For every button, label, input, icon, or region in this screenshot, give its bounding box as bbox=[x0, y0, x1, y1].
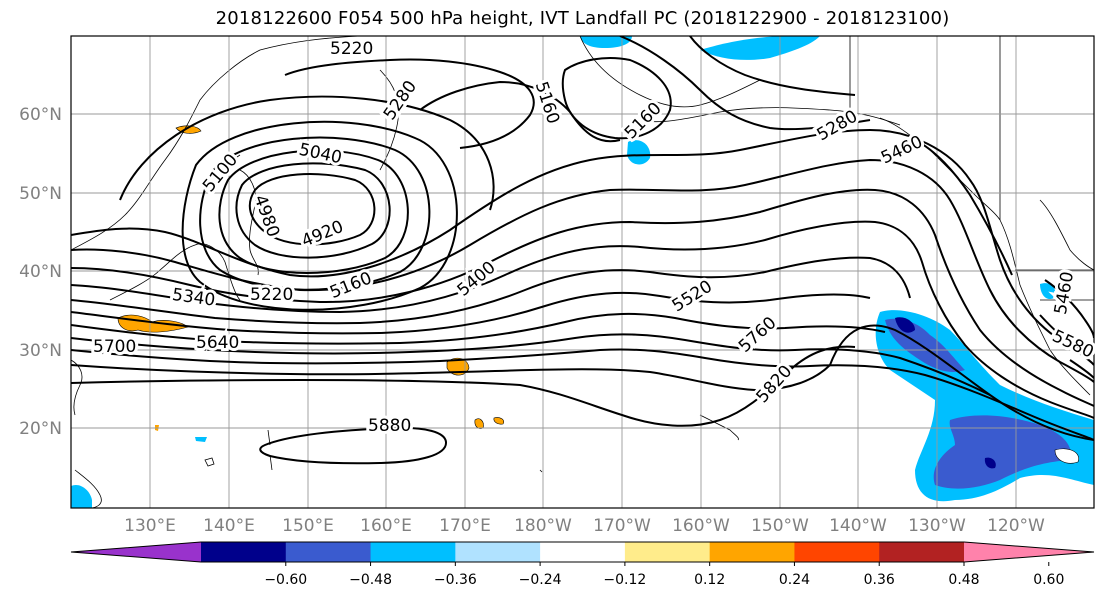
colorbar-extend-high bbox=[964, 542, 1094, 562]
lon-label: 140°E bbox=[203, 516, 255, 536]
lat-label: 50°N bbox=[19, 184, 62, 204]
contour-label: 5700 bbox=[93, 337, 136, 357]
lon-label: 160°E bbox=[360, 516, 412, 536]
lon-label: 180°W bbox=[514, 516, 572, 536]
colorbar-tick-label: −0.48 bbox=[349, 572, 392, 588]
colorbar-bin bbox=[540, 542, 626, 562]
colorbar: −0.60 −0.48 −0.36 −0.24 −0.12 0.12 0.24 0.36 0.4… bbox=[70, 541, 1095, 588]
lon-label: 120°W bbox=[987, 516, 1045, 536]
colorbar-extend-low bbox=[71, 542, 201, 562]
lat-label: 40°N bbox=[19, 262, 62, 282]
colorbar-bin bbox=[370, 542, 456, 562]
lon-label: 170°E bbox=[439, 516, 491, 536]
colorbar-tick-label: 0.36 bbox=[864, 572, 895, 588]
height-contours bbox=[71, 36, 1094, 465]
colorbar-tick-label: −0.24 bbox=[519, 572, 562, 588]
map-title: 2018122600 F054 500 hPa height, IVT Land… bbox=[215, 8, 950, 29]
map-frame bbox=[70, 35, 1095, 509]
map-background bbox=[71, 36, 1094, 508]
lon-label: 160°W bbox=[672, 516, 730, 536]
contour-label: 5220 bbox=[250, 285, 293, 305]
lon-label: 150°E bbox=[282, 516, 334, 536]
colorbar-tick-label: −0.36 bbox=[434, 572, 477, 588]
lon-label: 130°E bbox=[124, 516, 176, 536]
lon-label: 140°W bbox=[829, 516, 887, 536]
contour-label: 5220 bbox=[330, 39, 373, 59]
gridlines bbox=[71, 36, 1094, 508]
colorbar-outline bbox=[70, 541, 1095, 563]
lat-label: 60°N bbox=[19, 105, 62, 125]
colorbar-bin bbox=[201, 542, 287, 562]
colorbar-bin bbox=[455, 542, 541, 562]
lat-label: 30°N bbox=[19, 341, 62, 361]
colorbar-bin bbox=[879, 542, 965, 562]
colorbar-tick-label: 0.12 bbox=[694, 572, 725, 588]
colorbar-bin bbox=[285, 542, 372, 562]
longitude-labels: 130°E 140°E 150°E 160°E 170°E 180°W 170°… bbox=[124, 516, 1045, 536]
colorbar-tick-label: 0.60 bbox=[1033, 572, 1064, 588]
colorbar-tick-label: −0.12 bbox=[603, 572, 646, 588]
colorbar-tick-label: −0.60 bbox=[264, 572, 307, 588]
colorbar-bin bbox=[709, 542, 795, 562]
lat-label: 20°N bbox=[19, 419, 62, 439]
latitude-labels: 60°N 50°N 40°N 30°N 20°N bbox=[19, 105, 62, 439]
ivt-negative-shading bbox=[71, 36, 1094, 508]
lon-label: 170°W bbox=[593, 516, 651, 536]
lon-label: 130°W bbox=[908, 516, 966, 536]
lon-label: 150°W bbox=[751, 516, 809, 536]
colorbar-bin bbox=[624, 542, 711, 562]
colorbar-tick-label: 0.24 bbox=[779, 572, 810, 588]
contour-label: 5640 bbox=[196, 333, 239, 353]
colorbar-bin bbox=[794, 542, 880, 562]
colorbar-tick-label: 0.48 bbox=[948, 572, 979, 588]
contour-label: 5880 bbox=[368, 416, 411, 436]
